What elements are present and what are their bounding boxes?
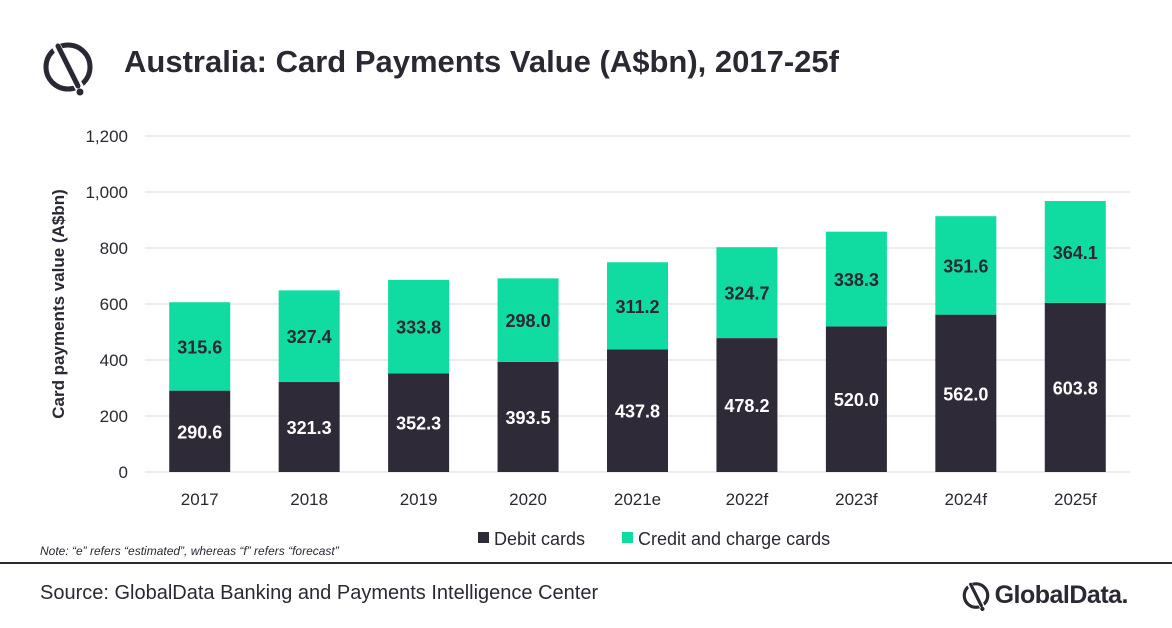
bar-credit [935,216,997,315]
x-tick-label: 2018 [290,490,328,509]
bar-debit [278,382,340,472]
brand-logo: GlobalData. [961,578,1129,612]
x-tick-label: 2020 [509,490,547,509]
data-label-debit: 520.0 [834,390,879,410]
data-label-credit: 324.7 [724,284,769,304]
data-label-debit: 562.0 [943,384,988,404]
chart-area: 0 200 400 600 800 1,000 1,200 Card payments val… [0,110,1172,560]
x-tick-label: 2017 [181,490,219,509]
bar-debit [716,338,778,472]
data-label-credit: 311.2 [615,297,659,317]
y-tick-label: 800 [100,239,128,258]
bar-credit [825,231,887,327]
data-label-debit: 437.8 [615,402,660,422]
y-tick-label: 600 [100,295,128,314]
data-label-debit: 393.5 [506,408,551,428]
stacked-bar-chart: 0 200 400 600 800 1,000 1,200 Card payments val… [49,127,1130,549]
bar-credit [716,247,778,339]
bar-debit [607,349,668,472]
bar-debit [1044,302,1106,472]
bar-debit [497,361,559,472]
x-tick-label: 2023f [835,490,878,509]
bar-debit [169,390,231,472]
bar-credit [278,290,340,383]
data-label-credit: 327.4 [287,327,332,347]
data-label-debit: 321.3 [287,418,332,438]
bar-debit [825,326,887,472]
globaldata-mark-icon [962,580,989,611]
x-tick-label: 2019 [400,490,438,509]
data-label-credit: 351.6 [943,256,988,276]
data-label-credit: 364.1 [1053,243,1098,263]
y-tick-label: 400 [100,351,128,370]
x-tick-label: 2022f [726,490,769,509]
bar-debit [935,314,997,472]
bar-credit [607,262,668,350]
legend-label-debit: Debit cards [494,529,585,549]
bar-credit [388,279,450,374]
data-label-credit: 333.8 [396,318,441,338]
bar-credit [169,302,231,391]
legend-swatch-credit [622,532,633,543]
x-tick-label: 2021e [614,490,661,509]
data-label-debit: 478.2 [724,396,769,416]
y-tick-label: 1,200 [85,127,128,146]
globaldata-mark-icon [43,39,93,96]
y-tick-label: 1,000 [85,183,128,202]
legend-label-credit: Credit and charge cards [638,529,830,549]
chart-header: Australia: Card Payments Value (A$bn), 2… [0,0,1172,120]
footer-divider [0,562,1172,564]
data-label-debit: 603.8 [1053,378,1098,398]
y-tick-label: 200 [100,407,128,426]
legend-swatch-debit [478,532,489,543]
chart-title: Australia: Card Payments Value (A$bn), 2… [124,44,839,79]
brand-name: GlobalData. [994,580,1129,609]
bar-credit [497,278,559,362]
data-label-debit: 290.6 [177,422,222,442]
x-tick-label: 2025f [1054,490,1097,509]
chart-note: Note: “e” refers “estimated”, whereas “f… [40,544,339,558]
data-label-credit: 338.3 [834,270,879,290]
data-label-credit: 298.0 [506,311,551,331]
bar-debit [388,373,450,472]
x-tick-label: 2024f [945,490,988,509]
bar-credit [1044,200,1106,303]
data-label-credit: 315.6 [177,337,222,357]
y-tick-label: 0 [119,463,128,482]
data-label-debit: 352.3 [396,414,441,434]
y-axis-label: Card payments value (A$bn) [49,189,68,419]
source-text: Source: GlobalData Banking and Payments … [40,582,599,604]
